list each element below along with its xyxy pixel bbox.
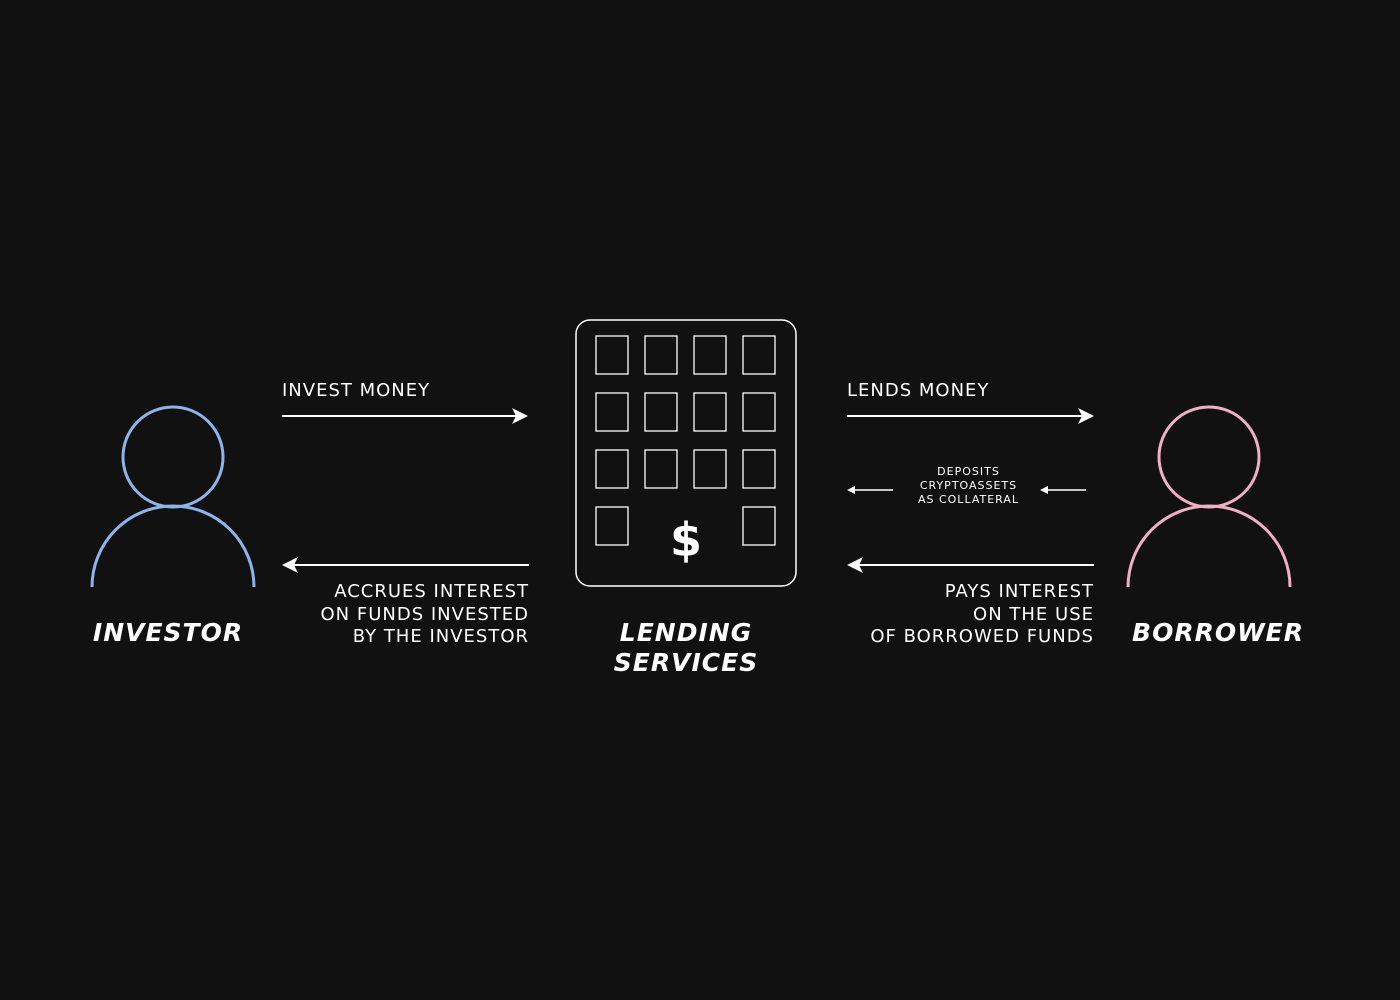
deposits-collateral-line-2: CRYPTOASSETS — [919, 479, 1018, 492]
investor-person-icon — [90, 405, 256, 588]
accrues-interest-line-2: ON FUNDS INVESTED — [320, 603, 529, 625]
deposits-collateral-arrow-right — [1040, 486, 1086, 494]
deposits-collateral-line-3: AS COLLATERAL — [917, 493, 1020, 506]
dollar-sign-icon: $ — [669, 513, 702, 567]
lending-services-line-1: LENDING — [619, 618, 753, 647]
pays-interest-label: PAYS INTEREST ON THE USE OF BORROWED FUN… — [790, 581, 1094, 649]
accrues-interest-line-1: ACCRUES INTEREST — [334, 581, 529, 602]
lending-services-label: LENDING SERVICES — [566, 618, 806, 678]
pays-interest-line-2: ON THE USE — [973, 603, 1094, 625]
pays-interest-arrow — [847, 557, 1094, 573]
borrower-person-icon — [1126, 405, 1292, 588]
investor-label: INVESTOR — [92, 618, 244, 647]
invest-money-label: INVEST MONEY — [282, 380, 431, 401]
building-icon — [575, 319, 797, 587]
lends-money-label: LENDS MONEY — [847, 380, 990, 401]
invest-money-arrow — [282, 408, 528, 424]
deposits-collateral-arrow-left — [847, 486, 893, 494]
accrues-interest-arrow — [282, 557, 529, 573]
pays-interest-line-1: PAYS INTEREST — [944, 581, 1094, 602]
deposits-collateral-label: DEPOSITS CRYPTOASSETS AS COLLATERAL — [893, 465, 1044, 507]
accrues-interest-label: ACCRUES INTEREST ON FUNDS INVESTED BY TH… — [250, 581, 529, 649]
lends-money-arrow — [847, 408, 1094, 424]
deposits-collateral-line-1: DEPOSITS — [937, 465, 1000, 478]
lending-services-line-2: SERVICES — [613, 648, 759, 677]
pays-interest-line-3: OF BORROWED FUNDS — [870, 626, 1094, 647]
accrues-interest-line-3: BY THE INVESTOR — [352, 626, 529, 647]
borrower-label: BORROWER — [1132, 618, 1304, 647]
